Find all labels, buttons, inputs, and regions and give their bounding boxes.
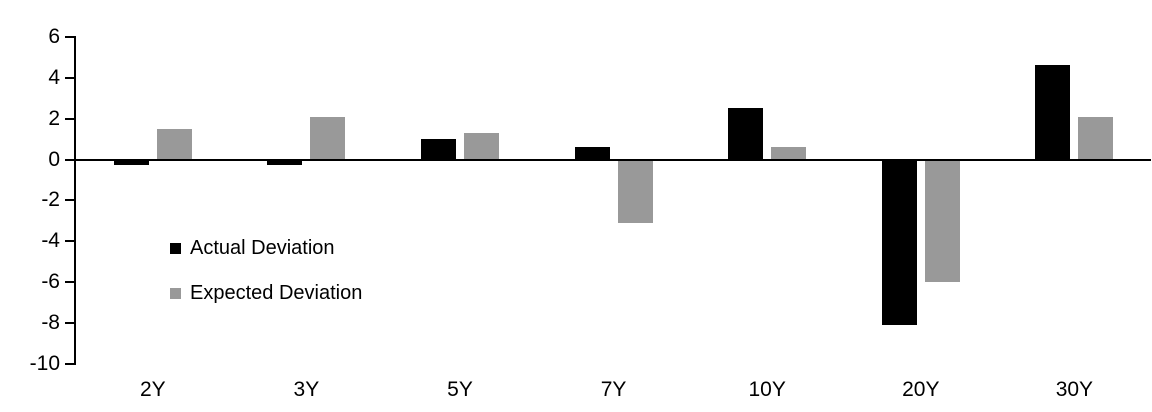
legend-label: Expected Deviation: [190, 282, 363, 304]
bar-expected-10Y: [771, 147, 807, 160]
x-axis-label-7Y: 7Y: [600, 378, 627, 401]
y-axis-tick: [65, 363, 74, 365]
bar-expected-5Y: [464, 132, 499, 160]
bar-expected-7Y: [617, 159, 653, 223]
legend: Actual Deviation Expected Deviation: [170, 237, 362, 327]
y-axis-tick: [65, 240, 74, 243]
y-axis-tick: [65, 199, 74, 202]
x-axis: [74, 158, 1151, 161]
x-axis-label-3Y: 3Y: [293, 378, 320, 401]
y-axis-tick-label: 4: [48, 65, 60, 89]
y-axis-tick-label: -2: [41, 188, 60, 212]
bar-actual-20Y: [881, 159, 917, 326]
x-axis-label-5Y: 5Y: [447, 378, 473, 401]
bar-expected-2Y: [156, 128, 192, 160]
bar-expected-20Y: [924, 159, 960, 283]
x-axis-label-10Y: 10Y: [748, 378, 786, 401]
y-axis-tick: [65, 35, 74, 38]
x-axis-label-20Y: 20Y: [902, 378, 940, 401]
bar-actual-30Y: [1035, 65, 1071, 160]
y-axis-tick-label: 6: [48, 24, 60, 48]
bar-actual-2Y: [113, 159, 149, 165]
legend-swatch-icon: [170, 287, 181, 299]
y-axis-tick: [65, 117, 74, 120]
y-axis: [74, 36, 76, 365]
bar-actual-10Y: [728, 108, 764, 160]
legend-item-expected: Expected Deviation: [170, 282, 362, 304]
y-axis-tick: [65, 322, 74, 325]
bar-actual-3Y: [267, 159, 303, 165]
bar-expected-30Y: [1078, 116, 1114, 160]
y-axis-tick-label: -4: [41, 229, 60, 253]
x-axis-label-2Y: 2Y: [139, 378, 166, 401]
x-axis-label-30Y: 30Y: [1055, 378, 1094, 401]
bar-actual-7Y: [574, 147, 610, 160]
y-axis-tick-label: 2: [48, 106, 60, 130]
y-axis-tick-label: -6: [41, 270, 60, 294]
y-axis-tick-label: 0: [48, 147, 60, 171]
y-axis-tick-label: -8: [41, 311, 60, 335]
legend-item-actual: Actual Deviation: [170, 237, 362, 259]
y-axis-tick: [65, 158, 74, 161]
legend-label: Actual Deviation: [190, 237, 335, 259]
y-axis-tick-label: -10: [29, 352, 60, 375]
bar-expected-3Y: [310, 116, 346, 160]
bar-actual-5Y: [421, 139, 456, 160]
y-axis-tick: [65, 281, 74, 284]
y-axis-tick: [65, 76, 74, 79]
legend-swatch-icon: [170, 242, 181, 254]
